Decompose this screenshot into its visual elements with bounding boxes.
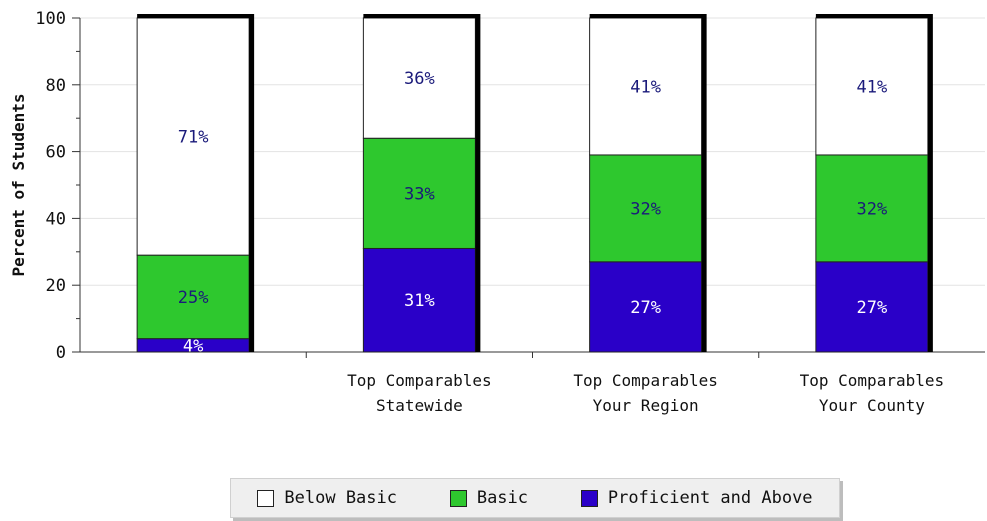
data-label: 41%	[857, 77, 888, 97]
bar-shadow-top	[137, 14, 255, 18]
legend-item-below-basic: Below Basic	[257, 488, 397, 508]
y-tick-label: 20	[46, 276, 66, 296]
bar-segment	[589, 17, 703, 156]
bar-shadow-top	[589, 14, 707, 18]
legend-label-proficient: Proficient and Above	[607, 488, 813, 508]
bar-shadow-right	[475, 18, 481, 352]
bar-segment	[136, 254, 250, 340]
x-tick-label: Top Comparables	[573, 371, 718, 390]
legend-item-basic: Basic	[449, 488, 529, 508]
legend-label-basic: Basic	[476, 488, 529, 508]
y-tick-label: 80	[46, 76, 66, 96]
legend-item-proficient: Proficient and Above	[580, 488, 813, 508]
bar-shadow-right	[927, 18, 933, 352]
data-label: 27%	[630, 298, 661, 318]
bar-segment	[136, 17, 250, 256]
x-tick-label: Top Comparables	[347, 371, 492, 390]
legend-swatch-below-basic	[257, 489, 275, 507]
legend-swatch-basic	[449, 489, 467, 507]
bar-shadow-top	[815, 14, 933, 18]
data-label: 32%	[857, 199, 888, 219]
bar-segment	[815, 261, 929, 353]
legend-swatch-proficient	[580, 489, 598, 507]
stacked-bar-chart: 0 20 40 60 80 100 Percent of Students 4% 25% 71% 3…	[9, 9, 985, 415]
y-tick-label: 40	[46, 209, 66, 229]
x-tick-label: Your County	[819, 396, 925, 415]
y-tick-label: 60	[46, 143, 66, 163]
data-label: 31%	[404, 291, 435, 311]
data-label: 36%	[404, 69, 435, 89]
data-label: 71%	[178, 128, 209, 148]
y-tick-label: 100	[35, 9, 66, 29]
x-tick-label: Your Region	[593, 396, 699, 415]
bar-shadow-top	[363, 14, 481, 18]
legend-label-below-basic: Below Basic	[284, 488, 397, 508]
bar-shadow-right	[249, 18, 255, 352]
data-label: 4%	[183, 336, 203, 356]
data-label: 32%	[630, 199, 661, 219]
bar-segment	[589, 154, 703, 263]
bar-shadow-right	[701, 18, 707, 352]
bar-segment	[815, 154, 929, 263]
y-axis-label: Percent of Students	[9, 93, 28, 276]
data-label: 27%	[857, 298, 888, 318]
data-label: 33%	[404, 184, 435, 204]
data-label: 41%	[630, 77, 661, 97]
data-label: 25%	[178, 288, 209, 308]
x-tick-label: Top Comparables	[800, 371, 945, 390]
bar-segment	[815, 17, 929, 156]
legend: Below Basic Basic Proficient and Above	[230, 478, 840, 518]
x-tick-label: Statewide	[376, 396, 463, 415]
bar-segment	[362, 137, 476, 249]
y-tick-label: 0	[56, 343, 66, 363]
